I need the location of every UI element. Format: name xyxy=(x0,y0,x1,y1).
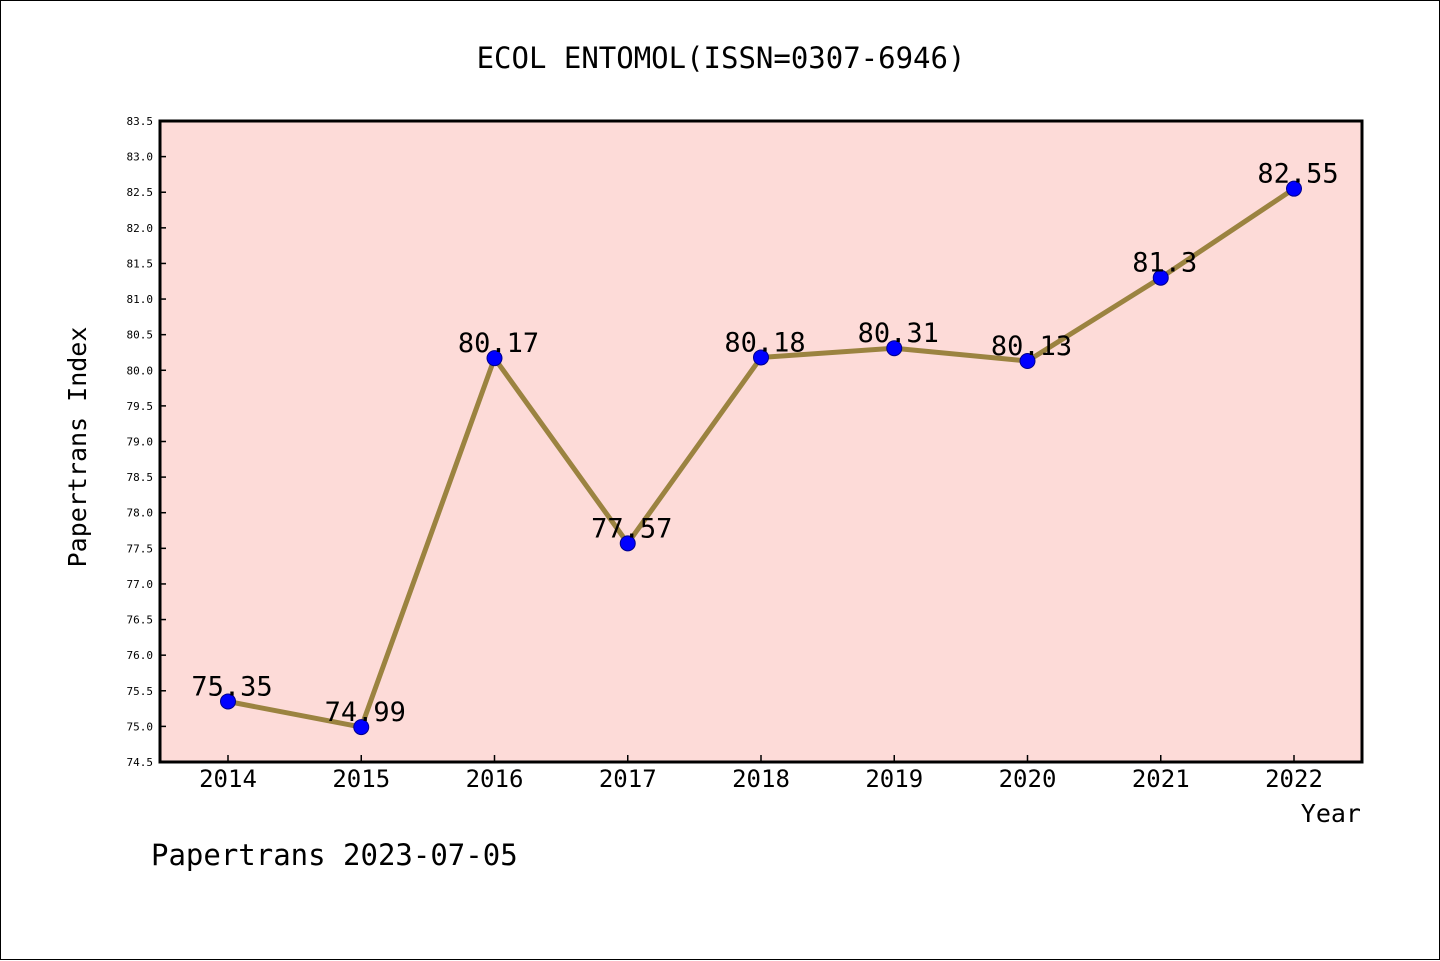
y-tick-label: 82.0 xyxy=(127,222,154,235)
x-tick-label: 2019 xyxy=(865,765,923,793)
data-point xyxy=(1019,353,1036,370)
y-tick-label: 75.0 xyxy=(127,720,154,733)
y-tick-label: 77.0 xyxy=(127,578,154,591)
y-tick-label: 78.5 xyxy=(127,471,154,484)
data-label: 75.35 xyxy=(191,671,272,702)
x-tick-label: 2018 xyxy=(732,765,790,793)
y-tick-label: 74.5 xyxy=(127,756,154,769)
y-tick-label: 83.5 xyxy=(127,115,154,128)
footer-text: Papertrans 2023-07-05 xyxy=(151,838,518,872)
data-point xyxy=(220,693,236,710)
data-point xyxy=(486,350,503,367)
y-tick-label: 82.5 xyxy=(127,186,154,199)
x-tick-label: 2014 xyxy=(199,765,257,793)
data-point xyxy=(753,349,769,366)
data-label: 80.18 xyxy=(724,327,805,358)
data-label: 74.99 xyxy=(325,697,406,728)
y-tick-label: 80.5 xyxy=(127,329,154,342)
chart-title: ECOL ENTOMOL(ISSN=0307-6946) xyxy=(477,41,966,75)
y-tick-label: 79.5 xyxy=(127,400,154,413)
y-tick-label: 78.0 xyxy=(127,507,154,520)
data-point xyxy=(886,340,903,357)
data-point xyxy=(1286,180,1302,197)
data-point xyxy=(619,535,636,552)
data-label: 82.55 xyxy=(1257,159,1338,190)
y-tick-label: 79.0 xyxy=(127,436,154,449)
x-axis-label: Year xyxy=(1301,799,1361,828)
data-label: 81.3 xyxy=(1132,248,1197,279)
y-axis: 74.5 75.0 75.5 76.0 76.5 77.0 77.5 78.0 78.5 79.0… xyxy=(127,115,166,769)
data-label: 77.57 xyxy=(591,513,672,544)
x-tick-label: 2015 xyxy=(332,765,390,793)
y-tick-label: 76.0 xyxy=(127,649,154,662)
data-labels: 75.35 74.99 80.17 77.57 80.18 80.31 80.13 81.3 8… xyxy=(191,159,1338,728)
data-point xyxy=(353,719,370,736)
y-tick-label: 81.0 xyxy=(127,293,154,306)
data-label: 80.17 xyxy=(458,328,539,359)
x-tick-label: 2021 xyxy=(1132,765,1190,793)
y-axis-label: Papertrans Index xyxy=(63,327,92,568)
y-tick-label: 80.0 xyxy=(127,364,154,377)
data-label: 80.31 xyxy=(858,318,939,349)
y-tick-label: 81.5 xyxy=(127,257,154,270)
data-label: 80.13 xyxy=(991,331,1072,362)
x-tick-label: 2017 xyxy=(599,765,657,793)
y-tick-label: 77.5 xyxy=(127,542,154,555)
data-point xyxy=(1152,269,1169,286)
x-tick-label: 2016 xyxy=(466,765,524,793)
y-tick-label: 76.5 xyxy=(127,614,154,627)
series-markers xyxy=(220,180,1302,736)
x-tick-label: 2022 xyxy=(1265,765,1323,793)
plot-area xyxy=(158,119,1364,764)
y-tick-label: 75.5 xyxy=(127,685,154,698)
y-tick-label: 83.0 xyxy=(127,151,154,164)
x-tick-label: 2020 xyxy=(999,765,1057,793)
x-axis: 2014 2015 2016 2017 2018 2019 2020 2021 2022 xyxy=(199,755,1323,793)
